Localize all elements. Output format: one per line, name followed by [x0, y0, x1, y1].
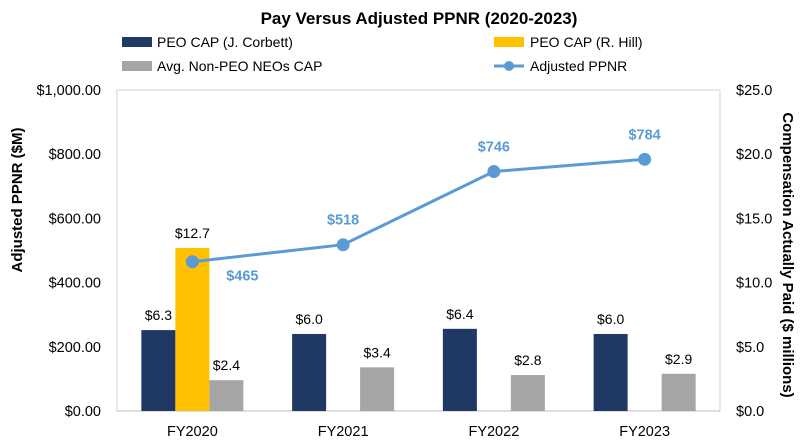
y-right-tick-label: $0.0	[736, 404, 764, 420]
bar-label-peo-corbett: $6.4	[446, 306, 473, 322]
y-right-tick-label: $20.0	[736, 147, 772, 163]
y-right-tick-label: $25.0	[736, 83, 772, 99]
x-tick-label: FY2020	[167, 424, 218, 440]
x-tick-label: FY2021	[318, 424, 369, 440]
line-series	[185, 152, 652, 269]
bar-peo-corbett	[442, 328, 477, 411]
bar-peo-corbett	[141, 330, 176, 411]
line-label-adjusted-ppnr: $465	[226, 269, 258, 285]
legend-swatch-peo-hill	[494, 37, 524, 47]
point-adjusted-ppnr	[487, 165, 501, 179]
bar-peo-hill	[175, 247, 210, 411]
legend-swatch-peo-corbett	[122, 37, 152, 47]
chart-title: Pay Versus Adjusted PPNR (2020-2023)	[261, 9, 578, 28]
legend-label-adjusted-ppnr: Adjusted PPNR	[530, 58, 627, 74]
y-left-tick-label: $800.00	[49, 147, 101, 163]
bar-label-non-peo-neos: $2.8	[514, 352, 541, 368]
point-adjusted-ppnr	[185, 255, 199, 269]
line-label-adjusted-ppnr: $784	[628, 127, 660, 143]
bar-non-peo-neos	[209, 380, 244, 411]
legend-label-non-peo-neos: Avg. Non-PEO NEOs CAP	[157, 58, 322, 74]
y-axis-right-title: Compensation Actually Paid ($ millions)	[779, 112, 796, 397]
y-right-tick-label: $15.0	[736, 211, 772, 227]
bar-peo-corbett	[593, 333, 628, 411]
data-labels: $6.3 $12.7 $2.4 $6.0 $3.4 $6.4 $2.8 $6.0 $2.9 $46…	[145, 127, 693, 373]
line-adjusted-ppnr	[192, 157, 645, 264]
bar-label-non-peo-neos: $2.4	[213, 357, 240, 373]
legend-swatch-non-peo-neos	[122, 61, 152, 71]
point-adjusted-ppnr	[336, 238, 350, 252]
x-tick-label: FY2023	[619, 424, 670, 440]
bar-label-peo-corbett: $6.0	[296, 311, 323, 327]
y-right-tick-label: $5.0	[736, 340, 764, 356]
legend-label-peo-corbett: PEO CAP (J. Corbett)	[157, 34, 293, 50]
bar-label-non-peo-neos: $2.9	[665, 351, 692, 367]
bar-label-peo-corbett: $6.0	[597, 311, 624, 327]
y-left-tick-label: $1,000.00	[36, 83, 101, 99]
bar-label-peo-hill: $12.7	[175, 225, 210, 241]
y-left-tick-label: $0.00	[65, 404, 101, 420]
bar-peo-corbett	[292, 333, 327, 411]
y-right-tick-label: $10.0	[736, 276, 772, 292]
bars	[141, 247, 696, 411]
legend: PEO CAP (J. Corbett) PEO CAP (R. Hill) A…	[122, 34, 643, 74]
y-left-tick-label: $600.00	[49, 211, 101, 227]
x-tick-label: FY2022	[468, 424, 519, 440]
bar-non-peo-neos	[661, 373, 696, 411]
bar-non-peo-neos	[360, 367, 395, 411]
axes: $0.00 $200.00 $400.00 $600.00 $800.00 $1,000.…	[36, 83, 772, 440]
bar-label-non-peo-neos: $3.4	[364, 344, 391, 360]
y-axis-left-title: Adjusted PPNR ($M)	[9, 127, 26, 272]
line-label-adjusted-ppnr: $518	[327, 213, 359, 229]
y-left-tick-label: $400.00	[49, 276, 101, 292]
legend-marker-adjusted-ppnr	[504, 61, 514, 71]
point-adjusted-ppnr	[638, 152, 652, 166]
y-left-tick-label: $200.00	[49, 340, 101, 356]
legend-label-peo-hill: PEO CAP (R. Hill)	[530, 34, 643, 50]
bar-label-peo-corbett: $6.3	[145, 307, 172, 323]
line-label-adjusted-ppnr: $746	[478, 140, 510, 156]
bar-non-peo-neos	[510, 375, 545, 411]
